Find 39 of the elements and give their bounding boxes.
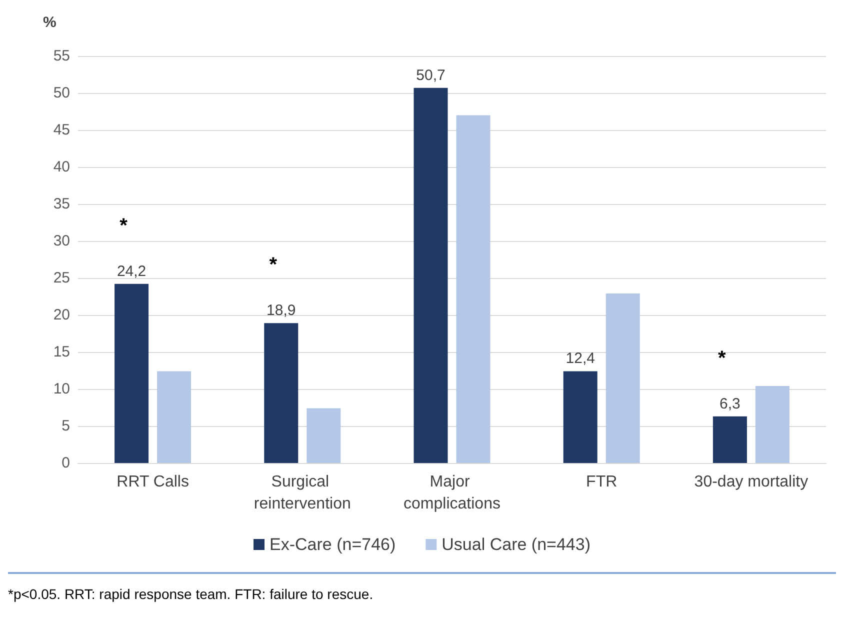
bar <box>563 371 598 463</box>
y-tick-label: 55 <box>53 48 70 64</box>
y-tick-label: 10 <box>53 380 70 398</box>
bar <box>606 294 640 463</box>
x-tick-label: FTR <box>586 474 618 490</box>
data-label: 50,7 <box>416 66 446 84</box>
bar <box>306 408 341 463</box>
y-tick-label: 25 <box>53 270 70 286</box>
x-tick-label: Surgical reintervention <box>254 474 351 512</box>
bar <box>114 284 149 463</box>
y-tick-label: 35 <box>53 196 70 212</box>
y-tick-label: 30 <box>53 232 70 250</box>
bar <box>414 88 448 463</box>
bar <box>264 323 298 463</box>
y-tick-label: 0 <box>62 454 70 472</box>
bar <box>755 386 790 463</box>
x-tick-label: RRT Calls <box>116 474 189 490</box>
legend-label: Ex-Care (n=746) <box>270 535 396 554</box>
annotation: * <box>120 214 128 237</box>
bar <box>456 115 490 463</box>
annotation: * <box>269 254 278 276</box>
text: *p<0.05. RRT: rapid response team. FTR: failure to rescue. <box>8 586 374 602</box>
x-tick-label: 30-day mortality <box>694 474 808 490</box>
bar <box>157 371 192 463</box>
y-axis-title: % <box>43 14 56 31</box>
data-label: 18,9 <box>266 302 296 320</box>
y-tick-label: 45 <box>53 122 70 138</box>
data-label: 24,2 <box>116 262 146 280</box>
bar <box>712 416 747 463</box>
y-tick-label: 20 <box>53 306 70 324</box>
annotation: * <box>718 347 726 370</box>
data-label: 6,3 <box>720 395 740 412</box>
x-tick-label: Major complications <box>404 474 500 512</box>
y-tick-label: 40 <box>53 158 70 176</box>
y-tick-label: 5 <box>62 418 70 434</box>
legend-label: Usual Care (n=443) <box>442 535 590 554</box>
y-tick-label: 15 <box>53 344 70 360</box>
y-tick-label: 50 <box>53 84 70 102</box>
data-label: 12,4 <box>566 350 595 368</box>
